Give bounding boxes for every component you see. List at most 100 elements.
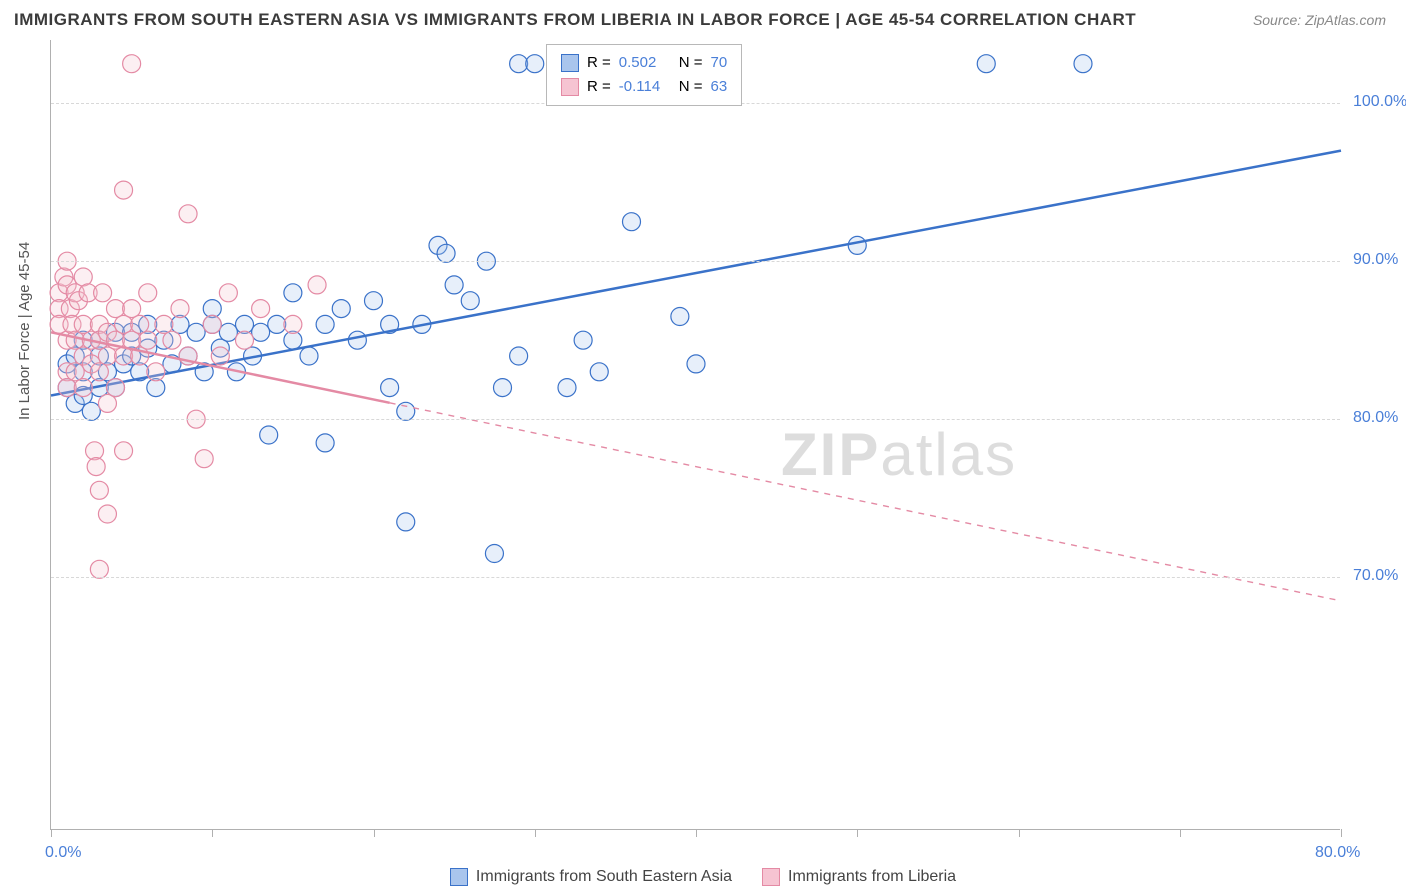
data-point-liberia [90, 481, 108, 499]
data-point-liberia [98, 347, 116, 365]
data-point-sea [284, 284, 302, 302]
trend-line-dashed-liberia [390, 403, 1341, 601]
legend-label-sea: Immigrants from South Eastern Asia [476, 868, 732, 886]
data-point-liberia [211, 347, 229, 365]
data-point-sea [397, 402, 415, 420]
data-point-liberia [155, 315, 173, 333]
x-tick [51, 829, 52, 837]
data-point-sea [437, 244, 455, 262]
data-point-liberia [171, 300, 189, 318]
data-point-sea [687, 355, 705, 373]
data-point-sea [219, 323, 237, 341]
x-tick [1019, 829, 1020, 837]
swatch-sea [561, 54, 579, 72]
data-point-sea [558, 379, 576, 397]
x-tick [212, 829, 213, 837]
legend-label-liberia: Immigrants from Liberia [788, 868, 956, 886]
x-tick [535, 829, 536, 837]
data-point-sea [348, 331, 366, 349]
plot-area: ZIPatlas 70.0%80.0%90.0%100.0%0.0%80.0% [50, 40, 1340, 830]
legend-item-sea: Immigrants from South Eastern Asia [450, 868, 732, 886]
data-point-sea [977, 55, 995, 73]
data-point-liberia [219, 284, 237, 302]
legend-row-sea: R = 0.502 N = 70 [561, 51, 727, 75]
data-point-sea [848, 236, 866, 254]
data-point-liberia [58, 379, 76, 397]
data-point-sea [381, 379, 399, 397]
y-tick-label: 90.0% [1353, 251, 1398, 269]
data-point-liberia [115, 181, 133, 199]
data-point-sea [623, 213, 641, 231]
swatch-liberia-bottom [762, 868, 780, 886]
data-point-liberia [87, 458, 105, 476]
legend-n-sea: 70 [711, 51, 728, 75]
data-point-liberia [179, 205, 197, 223]
gridline-h [51, 419, 1340, 420]
data-point-sea [510, 55, 528, 73]
x-tick [696, 829, 697, 837]
x-tick [374, 829, 375, 837]
data-point-sea [252, 323, 270, 341]
chart-title: IMMIGRANTS FROM SOUTH EASTERN ASIA VS IM… [14, 10, 1136, 30]
chart-svg [51, 40, 1340, 829]
data-point-liberia [308, 276, 326, 294]
data-point-sea [590, 363, 608, 381]
data-point-sea [526, 55, 544, 73]
legend-n-label: N = [679, 51, 703, 75]
y-tick-label: 80.0% [1353, 409, 1398, 427]
swatch-liberia [561, 78, 579, 96]
data-point-sea [445, 276, 463, 294]
legend-row-liberia: R = -0.114 N = 63 [561, 75, 727, 99]
x-tick-label: 0.0% [45, 844, 81, 862]
legend-r-label: R = [587, 51, 611, 75]
x-tick [1180, 829, 1181, 837]
data-point-sea [82, 402, 100, 420]
legend-n-label: N = [679, 75, 703, 99]
data-point-sea [365, 292, 383, 310]
data-point-liberia [236, 331, 254, 349]
gridline-h [51, 261, 1340, 262]
data-point-liberia [107, 379, 125, 397]
data-point-liberia [123, 300, 141, 318]
data-point-sea [494, 379, 512, 397]
data-point-sea [485, 545, 503, 563]
source-label: Source: ZipAtlas.com [1253, 12, 1386, 28]
data-point-liberia [115, 442, 133, 460]
data-point-sea [316, 434, 334, 452]
data-point-liberia [98, 394, 116, 412]
data-point-liberia [115, 315, 133, 333]
data-point-liberia [203, 315, 221, 333]
y-tick-label: 70.0% [1353, 567, 1398, 585]
data-point-liberia [147, 363, 165, 381]
data-point-liberia [74, 379, 92, 397]
series-legend: Immigrants from South Eastern Asia Immig… [0, 868, 1406, 886]
x-tick-label: 80.0% [1315, 844, 1360, 862]
y-tick-label: 100.0% [1353, 93, 1406, 111]
data-point-sea [187, 323, 205, 341]
x-tick [1341, 829, 1342, 837]
data-point-sea [260, 426, 278, 444]
data-point-sea [510, 347, 528, 365]
data-point-sea [332, 300, 350, 318]
correlation-legend: R = 0.502 N = 70 R = -0.114 N = 63 [546, 44, 742, 106]
y-axis-label: In Labor Force | Age 45-54 [16, 242, 33, 420]
legend-n-liberia: 63 [711, 75, 728, 99]
data-point-liberia [66, 331, 84, 349]
data-point-liberia [139, 284, 157, 302]
x-tick [857, 829, 858, 837]
data-point-liberia [94, 284, 112, 302]
gridline-h [51, 577, 1340, 578]
data-point-liberia [123, 55, 141, 73]
data-point-liberia [86, 442, 104, 460]
swatch-sea-bottom [450, 868, 468, 886]
data-point-sea [574, 331, 592, 349]
legend-r-liberia: -0.114 [619, 75, 671, 99]
data-point-liberia [98, 505, 116, 523]
data-point-liberia [163, 331, 181, 349]
data-point-liberia [74, 315, 92, 333]
data-point-liberia [74, 268, 92, 286]
data-point-liberia [139, 331, 157, 349]
data-point-sea [1074, 55, 1092, 73]
data-point-sea [671, 308, 689, 326]
data-point-liberia [284, 315, 302, 333]
